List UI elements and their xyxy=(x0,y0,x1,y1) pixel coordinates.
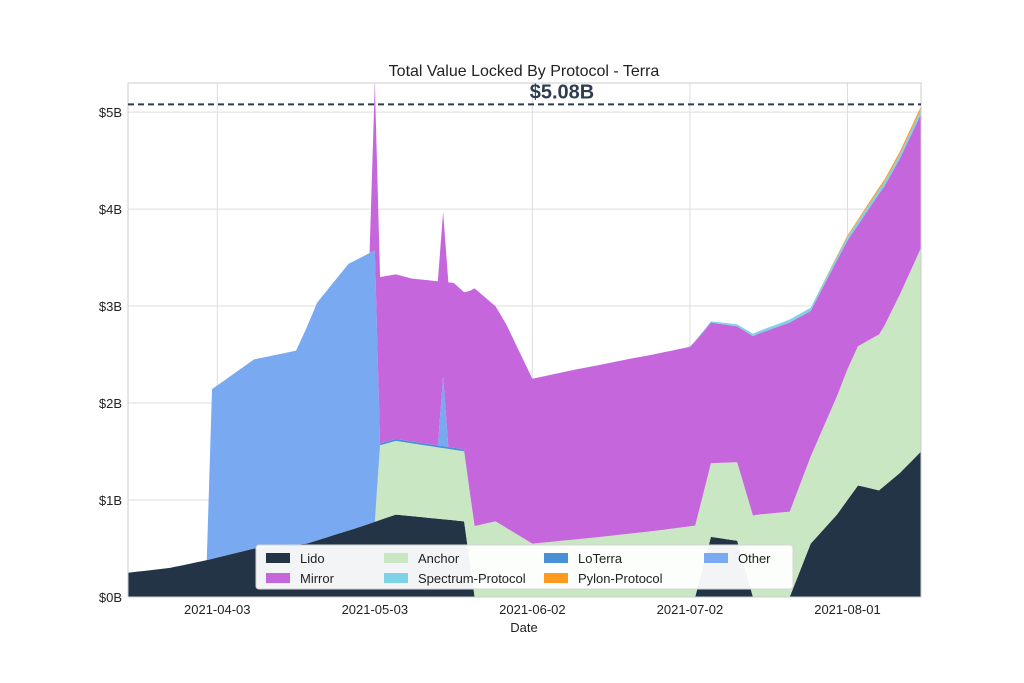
y-tick-label: $1B xyxy=(99,493,122,508)
y-tick-label: $5B xyxy=(99,105,122,120)
legend-swatch xyxy=(544,573,568,583)
legend-swatch xyxy=(544,553,568,563)
legend-swatch xyxy=(704,553,728,563)
x-tick-label: 2021-07-02 xyxy=(657,602,724,617)
legend-entry: Lido xyxy=(300,551,325,566)
area-other xyxy=(128,247,921,573)
y-tick-label: $0B xyxy=(99,590,122,605)
y-tick-label: $4B xyxy=(99,202,122,217)
peak-annotation: $5.08B xyxy=(530,81,595,103)
x-axis-label: Date xyxy=(510,620,537,635)
x-tick-labels: 2021-04-03 2021-05-03 2021-06-02 2021-07-02… xyxy=(184,602,881,617)
y-tick-label: $2B xyxy=(99,396,122,411)
legend-swatch xyxy=(266,573,290,583)
legend-entry: Anchor xyxy=(418,551,460,566)
legend: Lido Anchor LoTerra Other Mirror Spectrum-Pro… xyxy=(255,544,794,590)
chart-title: Total Value Locked By Protocol - Terra xyxy=(389,63,660,80)
legend-entry: Spectrum-Protocol xyxy=(418,571,526,586)
legend-swatch xyxy=(384,553,408,563)
legend-entry: Other xyxy=(738,551,771,566)
x-tick-label: 2021-06-02 xyxy=(499,602,566,617)
plot-frame xyxy=(127,82,922,598)
legend-swatch xyxy=(266,553,290,563)
x-tick-label: 2021-08-01 xyxy=(814,602,881,617)
area-anchor xyxy=(128,247,921,597)
legend-entry: LoTerra xyxy=(578,551,623,566)
x-tick-label: 2021-04-03 xyxy=(184,602,251,617)
x-tick-label: 2021-05-03 xyxy=(342,602,409,617)
legend-entry: Mirror xyxy=(300,571,335,586)
areas xyxy=(128,83,921,597)
legend-entry: Pylon-Protocol xyxy=(578,571,663,586)
y-tick-label: $3B xyxy=(99,299,122,314)
legend-swatch xyxy=(384,573,408,583)
y-tick-labels: $0B $1B $2B $3B $4B $5B xyxy=(99,105,122,605)
area-mirror xyxy=(128,83,921,573)
